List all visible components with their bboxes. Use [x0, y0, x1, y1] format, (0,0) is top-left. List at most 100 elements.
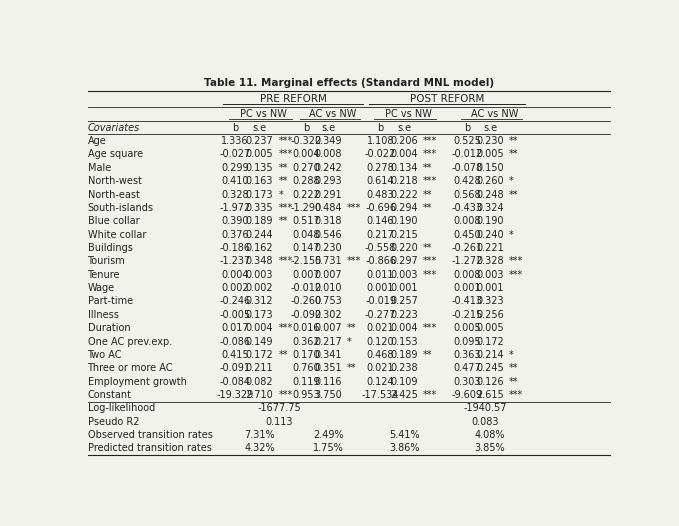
- Text: 0.005: 0.005: [476, 323, 504, 333]
- Text: 0.238: 0.238: [390, 363, 418, 373]
- Text: 0.008: 0.008: [454, 216, 481, 226]
- Text: 3.750: 3.750: [314, 390, 342, 400]
- Text: ***: ***: [423, 136, 437, 146]
- Text: 0.222: 0.222: [390, 189, 418, 199]
- Text: 0.082: 0.082: [246, 377, 274, 387]
- Text: 5.41%: 5.41%: [389, 430, 420, 440]
- Text: 0.002: 0.002: [246, 283, 274, 293]
- Text: Three or more AC: Three or more AC: [88, 363, 173, 373]
- Text: ***: ***: [278, 390, 293, 400]
- Text: **: **: [347, 363, 356, 373]
- Text: 2.425: 2.425: [390, 390, 418, 400]
- Text: **: **: [278, 163, 288, 173]
- Text: *: *: [278, 189, 283, 199]
- Text: 0.312: 0.312: [246, 297, 274, 307]
- Text: 1.75%: 1.75%: [313, 443, 344, 453]
- Text: **: **: [509, 149, 519, 159]
- Text: 0.483: 0.483: [367, 189, 394, 199]
- Text: AC vs NW: AC vs NW: [471, 109, 518, 119]
- Text: 0.149: 0.149: [246, 337, 274, 347]
- Text: -0.261: -0.261: [452, 243, 483, 253]
- Text: ***: ***: [278, 256, 293, 266]
- Text: ***: ***: [423, 149, 437, 159]
- Text: 0.153: 0.153: [390, 337, 418, 347]
- Text: 0.217: 0.217: [314, 337, 342, 347]
- Text: 0.484: 0.484: [315, 203, 342, 213]
- Text: 0.007: 0.007: [314, 270, 342, 280]
- Text: Log-likelihood: Log-likelihood: [88, 403, 155, 413]
- Text: -0.084: -0.084: [219, 377, 251, 387]
- Text: 0.217: 0.217: [367, 230, 394, 240]
- Text: 0.163: 0.163: [246, 176, 274, 186]
- Text: -1.237: -1.237: [219, 256, 251, 266]
- Text: 3.86%: 3.86%: [389, 443, 420, 453]
- Text: -0.027: -0.027: [219, 149, 251, 159]
- Text: Tourism: Tourism: [88, 256, 125, 266]
- Text: PC vs NW: PC vs NW: [240, 109, 287, 119]
- Text: b: b: [378, 123, 384, 133]
- Text: 0.390: 0.390: [221, 216, 249, 226]
- Text: 0.116: 0.116: [315, 377, 342, 387]
- Text: 0.324: 0.324: [476, 203, 504, 213]
- Text: Predicted transition rates: Predicted transition rates: [88, 443, 211, 453]
- Text: **: **: [423, 203, 433, 213]
- Text: Tenure: Tenure: [88, 270, 120, 280]
- Text: 0.256: 0.256: [476, 310, 504, 320]
- Text: 0.230: 0.230: [476, 136, 504, 146]
- Text: 0.248: 0.248: [476, 189, 504, 199]
- Text: -0.215: -0.215: [452, 310, 483, 320]
- Text: AC vs NW: AC vs NW: [309, 109, 356, 119]
- Text: 0.349: 0.349: [315, 136, 342, 146]
- Text: 0.134: 0.134: [390, 163, 418, 173]
- Text: Age: Age: [88, 136, 106, 146]
- Text: 0.010: 0.010: [315, 283, 342, 293]
- Text: 0.011: 0.011: [367, 270, 394, 280]
- Text: **: **: [278, 176, 288, 186]
- Text: 0.953: 0.953: [292, 390, 320, 400]
- Text: 0.428: 0.428: [454, 176, 481, 186]
- Text: Pseudo R2: Pseudo R2: [88, 417, 139, 427]
- Text: **: **: [423, 163, 433, 173]
- Text: 0.189: 0.189: [390, 350, 418, 360]
- Text: 0.299: 0.299: [221, 163, 249, 173]
- Text: 0.113: 0.113: [265, 417, 293, 427]
- Text: -0.086: -0.086: [219, 337, 251, 347]
- Text: Illness: Illness: [88, 310, 118, 320]
- Text: 0.220: 0.220: [390, 243, 418, 253]
- Text: 0.147: 0.147: [292, 243, 320, 253]
- Text: POST REFORM: POST REFORM: [409, 94, 484, 104]
- Text: **: **: [509, 136, 519, 146]
- Text: 0.017: 0.017: [221, 323, 249, 333]
- Text: 0.008: 0.008: [315, 149, 342, 159]
- Text: 0.244: 0.244: [246, 230, 274, 240]
- Text: 0.348: 0.348: [246, 256, 274, 266]
- Text: *: *: [509, 350, 514, 360]
- Text: 0.008: 0.008: [454, 270, 481, 280]
- Text: 0.297: 0.297: [390, 256, 418, 266]
- Text: 0.517: 0.517: [292, 216, 320, 226]
- Text: 0.323: 0.323: [476, 297, 504, 307]
- Text: 0.335: 0.335: [246, 203, 274, 213]
- Text: 4.32%: 4.32%: [244, 443, 275, 453]
- Text: 0.288: 0.288: [292, 176, 320, 186]
- Text: **: **: [278, 350, 288, 360]
- Text: Observed transition rates: Observed transition rates: [88, 430, 213, 440]
- Text: Covariates: Covariates: [88, 123, 140, 133]
- Text: 0.005: 0.005: [454, 323, 481, 333]
- Text: *: *: [347, 337, 352, 347]
- Text: -1.272: -1.272: [452, 256, 483, 266]
- Text: 4.08%: 4.08%: [475, 430, 505, 440]
- Text: Age square: Age square: [88, 149, 143, 159]
- Text: Wage: Wage: [88, 283, 115, 293]
- Text: 2.710: 2.710: [246, 390, 274, 400]
- Text: 0.083: 0.083: [471, 417, 498, 427]
- Text: ***: ***: [278, 136, 293, 146]
- Text: 0.001: 0.001: [390, 283, 418, 293]
- Text: -0.019: -0.019: [365, 297, 396, 307]
- Text: 0.218: 0.218: [390, 176, 418, 186]
- Text: 0.001: 0.001: [367, 283, 394, 293]
- Text: 0.004: 0.004: [221, 270, 249, 280]
- Text: 0.278: 0.278: [367, 163, 394, 173]
- Text: 0.260: 0.260: [476, 176, 504, 186]
- Text: *: *: [509, 176, 514, 186]
